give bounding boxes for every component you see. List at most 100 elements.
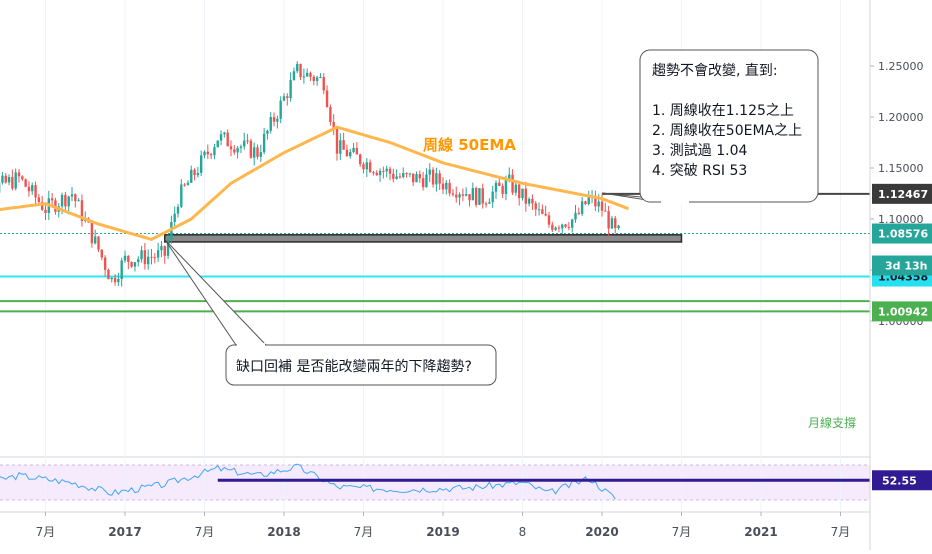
candle-body-155 — [478, 188, 480, 205]
candle-body-151 — [465, 194, 467, 196]
candle-body-98 — [289, 80, 291, 98]
annotation-bottom-text: 缺口回補 是否能改變兩年的下降趨勢? — [236, 359, 472, 375]
candle-body-109 — [326, 90, 328, 107]
candle-body-26 — [51, 198, 53, 200]
candle-body-173 — [538, 209, 540, 210]
candle-body-84 — [243, 140, 245, 146]
candle-body-187 — [584, 201, 586, 204]
candle-body-64 — [177, 207, 179, 214]
candle-body-179 — [558, 228, 560, 229]
candle-body-97 — [286, 96, 288, 98]
candle-body-47 — [120, 261, 122, 280]
candle-body-82 — [236, 148, 238, 153]
candle-body-195 — [611, 218, 613, 228]
candle-body-183 — [571, 219, 573, 227]
time-tick-label-7: 2020 — [585, 525, 618, 539]
candle-body-102 — [303, 76, 305, 77]
candle-body-170 — [528, 199, 530, 204]
candle-body-110 — [329, 107, 331, 122]
time-tick-label-9: 2021 — [744, 525, 777, 539]
candle-body-72 — [203, 152, 205, 156]
candle-body-117 — [352, 148, 354, 152]
candle-body-59 — [160, 246, 162, 250]
candle-body-159 — [491, 192, 493, 203]
candle-body-63 — [173, 214, 175, 222]
candle-body-21 — [34, 185, 36, 197]
annotation-bottom-joint — [237, 343, 265, 347]
candle-body-177 — [551, 225, 553, 230]
candle-body-168 — [521, 189, 523, 198]
annotation-top-line-3: 2. 周線收在50EMA之上 — [652, 123, 802, 139]
candle-body-86 — [250, 141, 252, 158]
candle-body-95 — [279, 101, 281, 119]
time-tick-label-8: 7月 — [672, 525, 692, 539]
rsi-band-fill — [0, 465, 870, 500]
candle-body-154 — [475, 188, 477, 205]
candle-body-50 — [130, 262, 132, 267]
candle-body-166 — [515, 185, 517, 193]
candle-body-112 — [336, 128, 338, 154]
candle-body-105 — [313, 77, 315, 81]
candle-body-119 — [359, 154, 361, 164]
candle-body-135 — [412, 173, 414, 182]
candle-body-149 — [458, 194, 460, 197]
candle-body-126 — [382, 171, 384, 172]
candle-body-66 — [183, 184, 185, 185]
candle-body-116 — [349, 152, 351, 156]
candle-body-147 — [452, 193, 454, 194]
candle-body-192 — [601, 202, 603, 211]
candle-body-191 — [597, 202, 599, 207]
candle-body-31 — [67, 196, 69, 206]
candle-body-41 — [101, 250, 103, 258]
rsi-level-badge-label: 52.55 — [882, 474, 917, 487]
candle-body-34 — [77, 200, 79, 201]
candle-body-83 — [240, 146, 242, 147]
candle-body-40 — [97, 237, 99, 250]
candle-body-137 — [419, 174, 421, 178]
candle-body-136 — [415, 174, 417, 182]
candle-body-90 — [263, 134, 265, 152]
monthly-support-label: 月線支撐 — [808, 415, 856, 430]
candle-body-78 — [223, 133, 225, 135]
candle-body-181 — [564, 224, 566, 226]
candle-body-118 — [356, 148, 358, 155]
candle-body-184 — [574, 213, 576, 220]
candle-body-131 — [399, 176, 401, 177]
time-tick-label-6: 8 — [519, 525, 527, 539]
price-tick-label-1: 1.20000 — [878, 111, 924, 124]
candle-body-139 — [425, 175, 427, 188]
price-badge-label-1: 1.08576 — [878, 228, 928, 241]
candle-body-171 — [531, 199, 533, 203]
candle-body-138 — [422, 178, 424, 187]
candle-body-142 — [435, 173, 437, 184]
price-badge-label-0: 1.12467 — [878, 188, 928, 201]
candle-body-133 — [405, 173, 407, 174]
candle-body-29 — [61, 195, 63, 206]
candle-body-113 — [339, 140, 341, 153]
time-tick-label-2: 7月 — [195, 525, 215, 539]
candle-body-70 — [197, 173, 199, 175]
candle-body-193 — [604, 211, 606, 212]
candle-body-143 — [438, 173, 440, 183]
candle-body-71 — [200, 155, 202, 172]
candle-body-60 — [164, 246, 166, 256]
candle-body-55 — [147, 257, 149, 264]
candle-body-54 — [144, 250, 146, 264]
candle-body-158 — [488, 202, 490, 203]
candle-body-122 — [369, 162, 371, 172]
candle-body-180 — [561, 224, 563, 228]
candle-body-81 — [233, 149, 235, 152]
price-badge-label-4: 1.00942 — [878, 305, 928, 318]
annotation-top-line-2: 1. 周線收在1.125之上 — [652, 103, 794, 119]
candle-body-175 — [544, 214, 546, 216]
candle-body-127 — [385, 169, 387, 172]
candle-body-134 — [409, 173, 411, 174]
price-tick-label-0: 1.25000 — [878, 60, 924, 73]
candle-body-13 — [8, 177, 10, 182]
candle-body-125 — [379, 171, 381, 175]
candle-body-176 — [548, 215, 550, 224]
candle-body-94 — [276, 119, 278, 122]
candle-body-132 — [402, 173, 404, 177]
